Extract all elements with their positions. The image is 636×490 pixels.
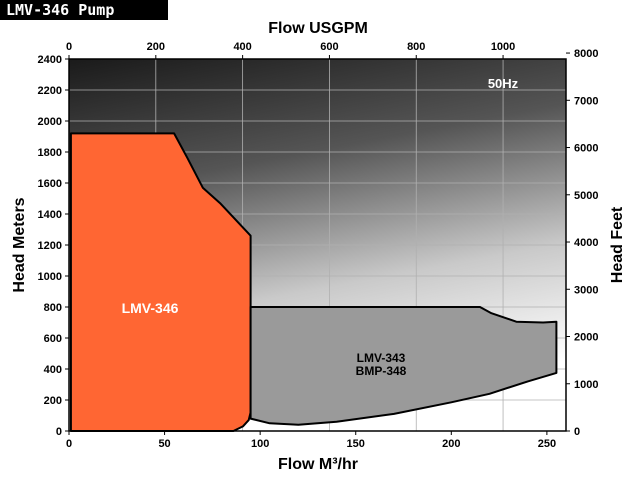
top-tick-label: 200 [147,41,165,53]
series-label-lmv-346: LMV-346 [122,300,179,316]
left-tick-label: 1200 [38,240,62,252]
chart-title: LMV-346 Pump [6,1,114,19]
x-bottom-axis-title: Flow M³/hr [278,456,358,473]
right-tick-label: 5000 [574,190,598,202]
top-tick-label: 1000 [491,41,515,53]
x-top-axis-title: Flow USGPM [268,20,368,37]
left-axis-ticks: 0 200 400 600 800 1000 1200 1400 1600 1800 2000 220… [38,54,69,438]
y-right-axis-title: Head Feet [609,206,626,283]
left-tick-label: 1600 [38,178,62,190]
series-label-lmv-343: LMV-343 [357,351,406,365]
top-tick-label: 800 [407,41,425,53]
right-tick-label: 0 [574,426,580,438]
left-tick-label: 1000 [38,271,62,283]
top-tick-label: 400 [233,41,251,53]
left-tick-label: 1400 [38,209,62,221]
right-tick-label: 8000 [574,48,598,60]
series-label-bmp-348: BMP-348 [356,364,407,378]
series-layer [69,132,558,432]
left-tick-label: 400 [44,364,62,376]
bottom-tick-label: 100 [251,438,269,450]
top-tick-label: 600 [320,41,338,53]
left-tick-label: 0 [56,426,62,438]
right-tick-label: 4000 [574,237,598,249]
left-tick-label: 2200 [38,85,62,97]
left-tick-label: 800 [44,302,62,314]
bottom-tick-label: 150 [347,438,365,450]
right-tick-label: 7000 [574,95,598,107]
left-tick-label: 600 [44,333,62,345]
y-left-axis-title: Head Meters [11,197,28,292]
right-tick-label: 1000 [574,379,598,391]
bottom-tick-label: 200 [442,438,460,450]
left-tick-label: 2000 [38,116,62,128]
series-area-lmv-343-bmp-348 [249,306,558,426]
right-tick-label: 6000 [574,143,598,155]
top-tick-label: 0 [66,41,72,53]
bottom-tick-label: 250 [538,438,556,450]
top-axis-ticks: 0 200 400 600 800 1000 [66,41,515,59]
left-tick-label: 200 [44,395,62,407]
left-tick-label: 1800 [38,147,62,159]
bottom-tick-label: 0 [66,438,72,450]
left-tick-label: 2400 [38,54,62,66]
right-tick-label: 2000 [574,332,598,344]
bottom-tick-label: 50 [158,438,170,450]
right-tick-label: 3000 [574,284,598,296]
series-area-lmv-346 [69,132,252,432]
right-axis-ticks: 0 1000 2000 3000 4000 5000 6000 7000 8000 [566,48,598,438]
bottom-axis-ticks: 0 50 100 150 200 250 [66,431,556,450]
frequency-label: 50Hz [488,76,519,91]
title-tab [0,0,168,20]
